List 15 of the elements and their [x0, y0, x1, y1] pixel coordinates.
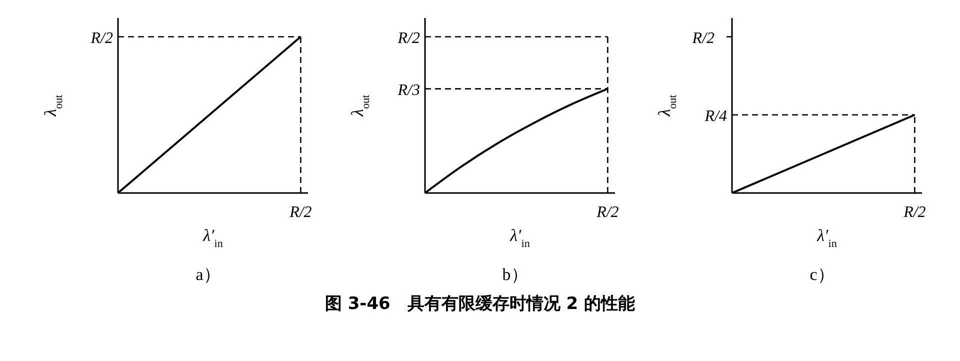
text: b）	[501, 264, 529, 286]
ref-line-label: R/2	[691, 30, 715, 47]
ref-line-label: R/4	[704, 108, 727, 125]
text: R/2	[596, 204, 619, 221]
ref-line-label: R/3	[396, 82, 420, 99]
ref-line-label: R/2	[396, 30, 420, 47]
text: R/2	[902, 204, 926, 221]
caption: 图 3-46 具有有限缓存时情况 2 的性能	[324, 293, 636, 315]
text: c）	[808, 264, 836, 286]
x-axis-title: λ′$_{in}$	[816, 226, 838, 250]
text: a）	[194, 264, 222, 286]
x-axis-title: λ′$_{in}$	[202, 226, 224, 250]
text: R/2	[288, 204, 312, 221]
x-axis-title: λ′$_{in}$	[509, 226, 530, 250]
ref-line-label: R/2	[90, 30, 113, 47]
